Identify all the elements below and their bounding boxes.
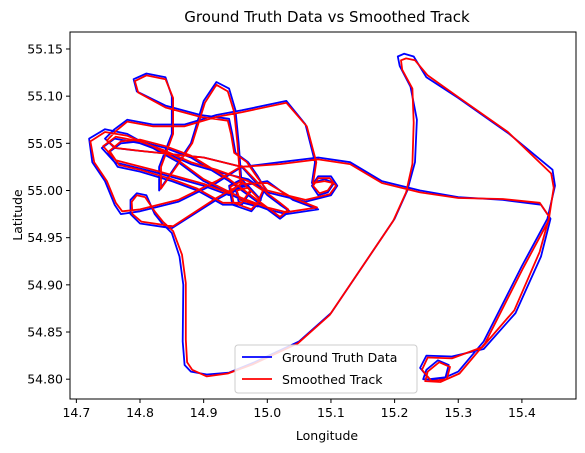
y-tick-label: 55.10 (27, 89, 63, 104)
x-tick-label: 15.0 (253, 405, 281, 420)
y-tick-label: 54.90 (27, 277, 63, 292)
y-tick-label: 54.85 (27, 325, 63, 340)
legend: Ground Truth Data Smoothed Track (234, 344, 418, 394)
x-tick-label: 14.7 (62, 405, 90, 420)
x-tick-label: 15.2 (381, 405, 409, 420)
y-tick-label: 54.80 (27, 372, 63, 387)
plot-area (70, 32, 576, 399)
legend-box (234, 344, 418, 394)
legend-label-ground-truth: Ground Truth Data (282, 350, 397, 365)
x-tick-label: 15.3 (444, 405, 472, 420)
y-tick-label: 54.95 (27, 230, 63, 245)
plot-frame (69, 31, 577, 400)
x-axis-label: Longitude (296, 428, 358, 443)
x-axis: 14.7 14.8 14.9 15.0 15.1 15.2 15.3 15.4 (62, 399, 536, 420)
series-line-ground-truth (88, 52, 556, 382)
y-tick-label: 55.15 (27, 41, 63, 56)
series-line-smoothed-track (89, 57, 555, 383)
x-tick-label: 15.4 (508, 405, 536, 420)
chart-title: Ground Truth Data vs Smoothed Track (184, 8, 470, 26)
y-axis: 54.80 54.85 54.90 54.95 55.00 55.05 55.10 55.15 (27, 41, 70, 387)
y-tick-label: 55.05 (27, 136, 63, 151)
x-tick-label: 14.8 (126, 405, 154, 420)
x-tick-label: 14.9 (190, 405, 218, 420)
x-tick-label: 15.1 (317, 405, 345, 420)
y-tick-label: 55.00 (27, 183, 63, 198)
y-axis-label: Latitude (10, 189, 25, 241)
series-layer (88, 52, 556, 383)
legend-label-smoothed-track: Smoothed Track (282, 372, 383, 387)
